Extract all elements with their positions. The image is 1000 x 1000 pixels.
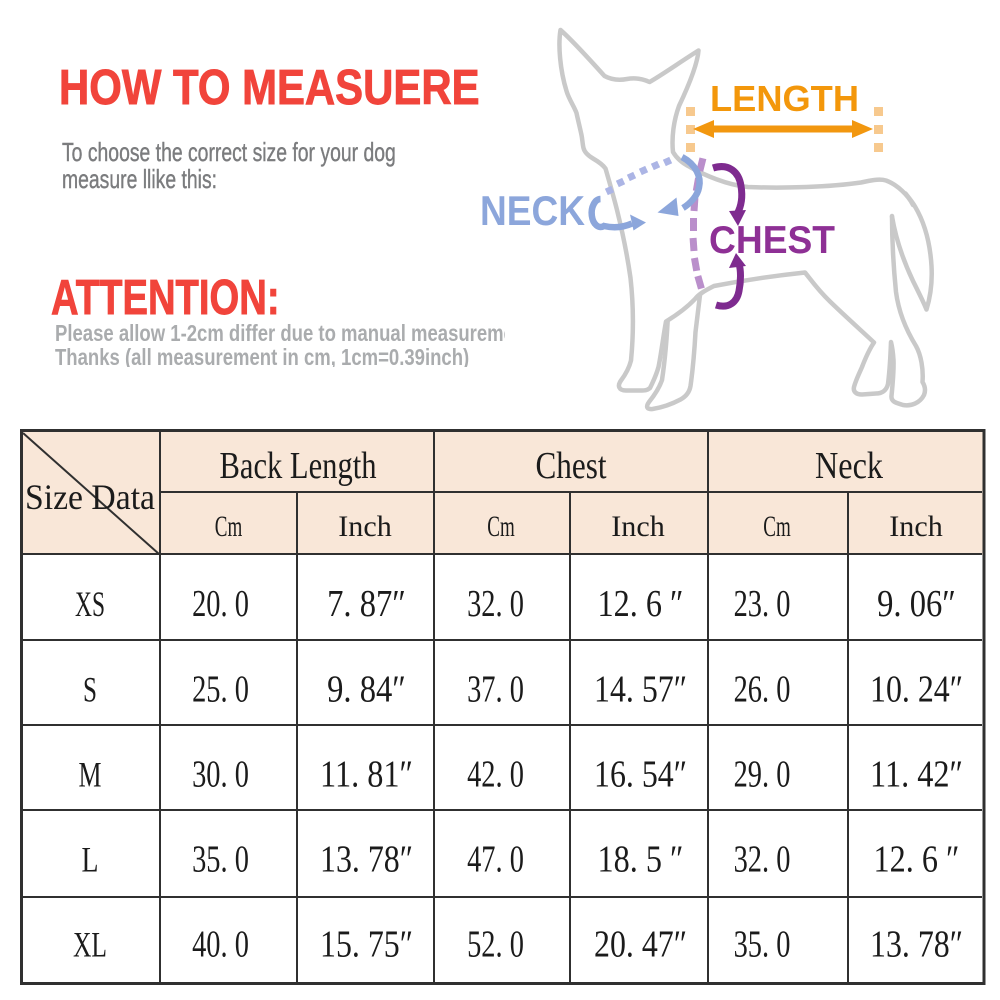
svg-text:29. 0: 29. 0: [734, 754, 791, 796]
svg-text:Back Length: Back Length: [220, 445, 377, 487]
svg-text:20. 47″: 20. 47″: [594, 924, 687, 966]
svg-text:11. 81″: 11. 81″: [320, 754, 413, 796]
svg-text:12. 6 ″: 12. 6 ″: [874, 839, 960, 881]
svg-text:32. 0: 32. 0: [467, 583, 524, 625]
svg-text:Inch: Inch: [338, 511, 392, 543]
svg-text:25. 0: 25. 0: [192, 669, 249, 711]
svg-text:CHEST: CHEST: [709, 219, 835, 262]
svg-text:11. 42″: 11. 42″: [870, 754, 963, 796]
svg-text:20. 0: 20. 0: [192, 583, 249, 625]
svg-text:Inch: Inch: [611, 511, 665, 543]
svg-text:9. 84″: 9. 84″: [327, 669, 406, 711]
svg-text:Cm: Cm: [487, 511, 515, 543]
svg-text:13. 78″: 13. 78″: [870, 924, 963, 966]
svg-text:L: L: [82, 840, 99, 880]
svg-text:15. 75″: 15. 75″: [320, 924, 413, 966]
svg-text:14. 57″: 14. 57″: [594, 669, 687, 711]
svg-text:16. 54″: 16. 54″: [594, 754, 687, 796]
svg-text:XS: XS: [75, 584, 105, 624]
svg-text:NECK: NECK: [480, 187, 585, 234]
svg-text:10. 24″: 10. 24″: [870, 669, 963, 711]
svg-text:9. 06″: 9. 06″: [877, 583, 956, 625]
svg-text:35. 0: 35. 0: [734, 924, 791, 966]
svg-text:30. 0: 30. 0: [192, 754, 249, 796]
svg-text:13. 78″: 13. 78″: [320, 839, 413, 881]
svg-text:S: S: [83, 670, 97, 710]
svg-text:LENGTH: LENGTH: [710, 78, 859, 119]
svg-text:Chest: Chest: [536, 445, 607, 487]
svg-text:Cm: Cm: [215, 511, 243, 543]
svg-text:M: M: [79, 755, 102, 795]
svg-text:Neck: Neck: [815, 445, 883, 487]
svg-text:18. 5 ″: 18. 5 ″: [598, 839, 684, 881]
svg-text:37. 0: 37. 0: [467, 669, 524, 711]
svg-text:40. 0: 40. 0: [192, 924, 249, 966]
svg-text:12. 6 ″: 12. 6 ″: [598, 583, 684, 625]
svg-text:52. 0: 52. 0: [467, 924, 524, 966]
svg-text:35. 0: 35. 0: [192, 839, 249, 881]
svg-text:7. 87″: 7. 87″: [327, 583, 406, 625]
svg-text:47. 0: 47. 0: [467, 839, 524, 881]
svg-text:Inch: Inch: [889, 511, 943, 543]
svg-text:23. 0: 23. 0: [734, 583, 791, 625]
svg-text:26. 0: 26. 0: [734, 669, 791, 711]
svg-text:XL: XL: [73, 925, 107, 965]
svg-text:32. 0: 32. 0: [734, 839, 791, 881]
svg-text:Cm: Cm: [763, 511, 791, 543]
svg-text:42. 0: 42. 0: [467, 754, 524, 796]
svg-text:Size Data: Size Data: [25, 477, 155, 517]
